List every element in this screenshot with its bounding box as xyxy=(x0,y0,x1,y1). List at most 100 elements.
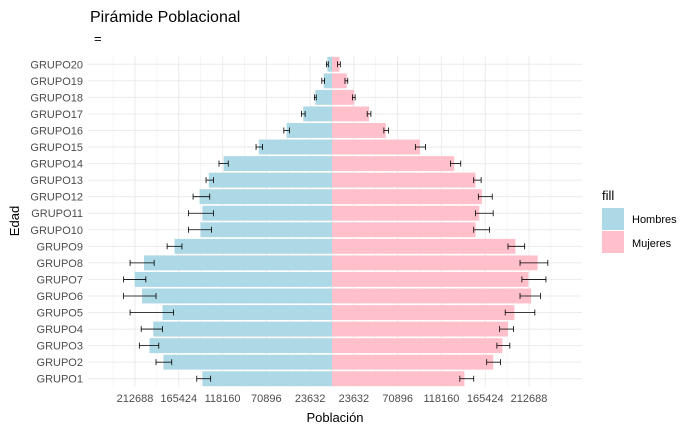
y-tick-label: GRUPO2 xyxy=(37,357,83,369)
bar-mujeres-grupo2 xyxy=(332,354,494,370)
y-tick-label: GRUPO7 xyxy=(37,274,83,286)
bar-hombres-grupo10 xyxy=(200,222,332,238)
error-bars-layer xyxy=(123,61,549,382)
bar-mujeres-grupo13 xyxy=(332,172,476,188)
bar-mujeres-grupo7 xyxy=(332,271,529,287)
bar-hombres-grupo12 xyxy=(199,189,332,205)
bar-mujeres-grupo15 xyxy=(332,139,420,155)
y-tick-label: GRUPO1 xyxy=(37,374,83,386)
bar-mujeres-grupo8 xyxy=(332,255,538,271)
x-tick-label: 165424 xyxy=(160,393,197,405)
error-bar-hombres-grupo20 xyxy=(326,61,329,68)
bar-mujeres-grupo4 xyxy=(332,321,508,337)
error-bar-mujeres-grupo9 xyxy=(507,243,526,250)
chart-title: Pirámide Poblacional xyxy=(90,9,240,26)
y-tick-label: GRUPO20 xyxy=(30,59,83,71)
x-tick-label: 70896 xyxy=(382,393,413,405)
bar-mujeres-grupo17 xyxy=(332,106,370,122)
error-bar-hombres-grupo1 xyxy=(196,375,212,382)
legend-label-mujeres: Mujeres xyxy=(632,238,672,250)
error-bar-hombres-grupo15 xyxy=(255,144,263,151)
bar-hombres-grupo5 xyxy=(162,305,332,320)
error-bar-mujeres-grupo1 xyxy=(459,375,475,382)
legend-key-mujeres xyxy=(602,231,624,253)
y-tick-label: GRUPO6 xyxy=(37,291,83,303)
error-bar-hombres-grupo3 xyxy=(138,342,160,349)
legend: fill Hombres Mujeres xyxy=(602,188,677,253)
bar-hombres-grupo2 xyxy=(163,354,332,370)
y-tick-label: GRUPO14 xyxy=(30,159,83,171)
y-tick-label: GRUPO9 xyxy=(37,241,83,253)
legend-key-hombres xyxy=(602,208,624,230)
bar-hombres-grupo3 xyxy=(149,338,332,354)
error-bar-hombres-grupo18 xyxy=(314,94,317,101)
x-tick-label: 118160 xyxy=(205,393,241,405)
bar-hombres-grupo14 xyxy=(223,156,332,172)
bar-hombres-grupo16 xyxy=(286,123,332,138)
bar-hombres-grupo6 xyxy=(142,288,332,304)
y-axis-ticks: GRUPO1 GRUPO2 GRUPO3 GRUPO4 GRUPO5 GRUPO6 GRUP… xyxy=(30,59,83,385)
error-bar-hombres-grupo6 xyxy=(123,292,157,299)
error-bar-mujeres-grupo19 xyxy=(344,77,349,84)
bar-hombres-grupo15 xyxy=(258,139,332,155)
error-bar-hombres-grupo16 xyxy=(283,127,290,134)
bar-hombres-grupo17 xyxy=(303,106,332,122)
error-bar-mujeres-grupo16 xyxy=(383,127,389,134)
bar-mujeres-grupo9 xyxy=(332,238,516,254)
legend-title: fill xyxy=(602,188,614,203)
error-bar-hombres-grupo9 xyxy=(166,243,183,250)
y-tick-label: GRUPO17 xyxy=(30,109,83,121)
y-tick-label: GRUPO13 xyxy=(30,175,83,187)
error-bar-mujeres-grupo14 xyxy=(450,160,462,167)
error-bar-mujeres-grupo4 xyxy=(499,326,514,333)
error-bar-mujeres-grupo10 xyxy=(473,226,490,233)
error-bar-mujeres-grupo7 xyxy=(521,276,547,283)
x-axis-ticks: 212688 165424 118160 70896 23632 23632 70896 11… xyxy=(117,393,548,405)
x-tick-label: 212688 xyxy=(511,393,548,405)
error-bar-mujeres-grupo2 xyxy=(486,359,501,366)
x-tick-label: 23632 xyxy=(339,393,370,405)
bar-hombres-grupo7 xyxy=(134,271,332,287)
error-bar-hombres-grupo12 xyxy=(192,193,211,200)
grid-lines xyxy=(88,56,582,387)
bar-mujeres-grupo14 xyxy=(332,156,455,172)
error-bar-mujeres-grupo20 xyxy=(337,61,341,68)
bar-mujeres-grupo3 xyxy=(332,338,503,354)
error-bar-hombres-grupo17 xyxy=(301,110,306,117)
x-tick-label: 23632 xyxy=(295,393,326,405)
bar-hombres-grupo11 xyxy=(202,205,332,221)
y-tick-label: GRUPO16 xyxy=(30,125,83,137)
error-bar-hombres-grupo10 xyxy=(188,226,212,233)
bar-hombres-grupo19 xyxy=(323,73,332,89)
error-bar-mujeres-grupo12 xyxy=(477,193,493,200)
y-tick-label: GRUPO12 xyxy=(30,192,83,204)
error-bar-hombres-grupo7 xyxy=(123,276,147,283)
x-tick-label: 70896 xyxy=(251,393,282,405)
error-bar-mujeres-grupo3 xyxy=(496,342,511,349)
error-bar-hombres-grupo14 xyxy=(218,160,229,167)
y-tick-label: GRUPO5 xyxy=(37,308,83,320)
bar-mujeres-grupo6 xyxy=(332,288,532,304)
error-bar-hombres-grupo2 xyxy=(155,359,173,366)
bar-hombres-grupo13 xyxy=(208,172,332,188)
error-bar-mujeres-grupo15 xyxy=(414,144,426,151)
error-bar-mujeres-grupo18 xyxy=(351,94,356,101)
y-tick-label: GRUPO15 xyxy=(30,142,83,154)
bar-mujeres-grupo1 xyxy=(332,371,465,387)
y-tick-label: GRUPO11 xyxy=(31,208,83,220)
error-bar-mujeres-grupo8 xyxy=(519,259,549,266)
bar-mujeres-grupo11 xyxy=(332,205,480,221)
bar-hombres-grupo4 xyxy=(153,321,332,337)
bar-mujeres-grupo20 xyxy=(332,56,340,72)
bar-hombres-grupo8 xyxy=(143,255,332,271)
bar-mujeres-grupo10 xyxy=(332,222,476,238)
bar-mujeres-grupo16 xyxy=(332,123,386,138)
error-bar-hombres-grupo11 xyxy=(188,210,214,217)
bar-hombres-grupo9 xyxy=(174,238,332,254)
chart-subtitle: = xyxy=(94,31,102,46)
bar-hombres-grupo20 xyxy=(327,56,332,72)
x-tick-label: 165424 xyxy=(467,393,504,405)
bars-layer xyxy=(134,56,538,387)
error-bar-mujeres-grupo13 xyxy=(473,177,482,184)
